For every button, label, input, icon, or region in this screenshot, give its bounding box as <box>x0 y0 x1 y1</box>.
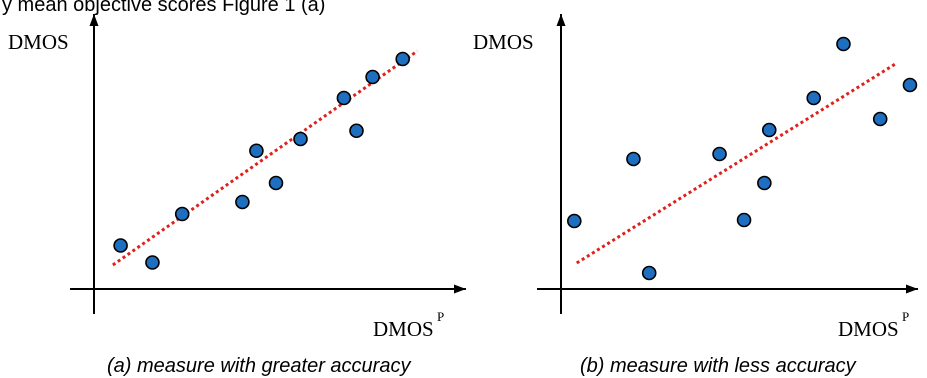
panel-b-data-point-5 <box>736 212 752 228</box>
panel-b-data-point-10 <box>872 111 888 127</box>
panel-a-data-point-2 <box>145 255 160 270</box>
panel-a-data-point-5 <box>249 143 264 159</box>
panel-b-y-arrow <box>556 14 566 26</box>
panel-b-x-arrow <box>906 284 918 294</box>
panel-b-trend-line <box>575 62 897 265</box>
panel-a-ylabel: DMOS <box>8 30 69 54</box>
panel-a-y-arrow <box>89 14 99 26</box>
panel-b-data-point-2 <box>626 151 641 167</box>
top-text: y mean objective scores Figure 1 (a) <box>2 0 325 16</box>
panel-a-trend-line <box>112 49 419 267</box>
panel-a-data-point-9 <box>349 123 364 139</box>
panel-b-data-point-1 <box>566 213 582 229</box>
panel-b-data-point-11 <box>902 77 918 93</box>
panel-b-data-point-4 <box>712 146 727 162</box>
panel-b-xlabel-superscript: P <box>902 309 909 324</box>
panel-b-caption: (b) measure with less accuracy <box>580 355 857 377</box>
panel-a-data-point-4 <box>235 194 250 210</box>
panel-a-x-arrow <box>454 284 466 294</box>
panel-a-data-point-1 <box>113 238 128 253</box>
panel-b-data-point-8 <box>806 90 822 106</box>
panel-b-points <box>566 36 918 281</box>
panel-b-data-point-3 <box>641 265 657 281</box>
panel-a-xlabel: DMOS <box>373 317 434 341</box>
panel-a: DMOS DMOS P (a) measure with greater acc… <box>8 14 466 377</box>
panel-a-caption: (a) measure with greater accuracy <box>107 355 411 377</box>
panel-b-xlabel: DMOS <box>838 317 899 341</box>
panel-b: DMOS DMOS P (b) measure with less accura… <box>473 14 918 377</box>
panel-a-data-point-3 <box>174 206 190 222</box>
panel-a-data-point-10 <box>365 69 380 85</box>
panel-a-xlabel-superscript: P <box>437 309 444 324</box>
panel-a-data-point-6 <box>268 175 284 191</box>
panel-b-data-point-9 <box>836 36 851 52</box>
panel-b-data-point-7 <box>761 122 777 138</box>
panel-b-ylabel: DMOS <box>473 30 534 54</box>
panel-a-data-point-11 <box>395 51 411 67</box>
panel-a-data-point-8 <box>336 90 352 106</box>
panel-a-data-point-7 <box>293 131 308 147</box>
panel-b-data-point-6 <box>757 175 772 191</box>
panel-a-points <box>113 51 411 270</box>
